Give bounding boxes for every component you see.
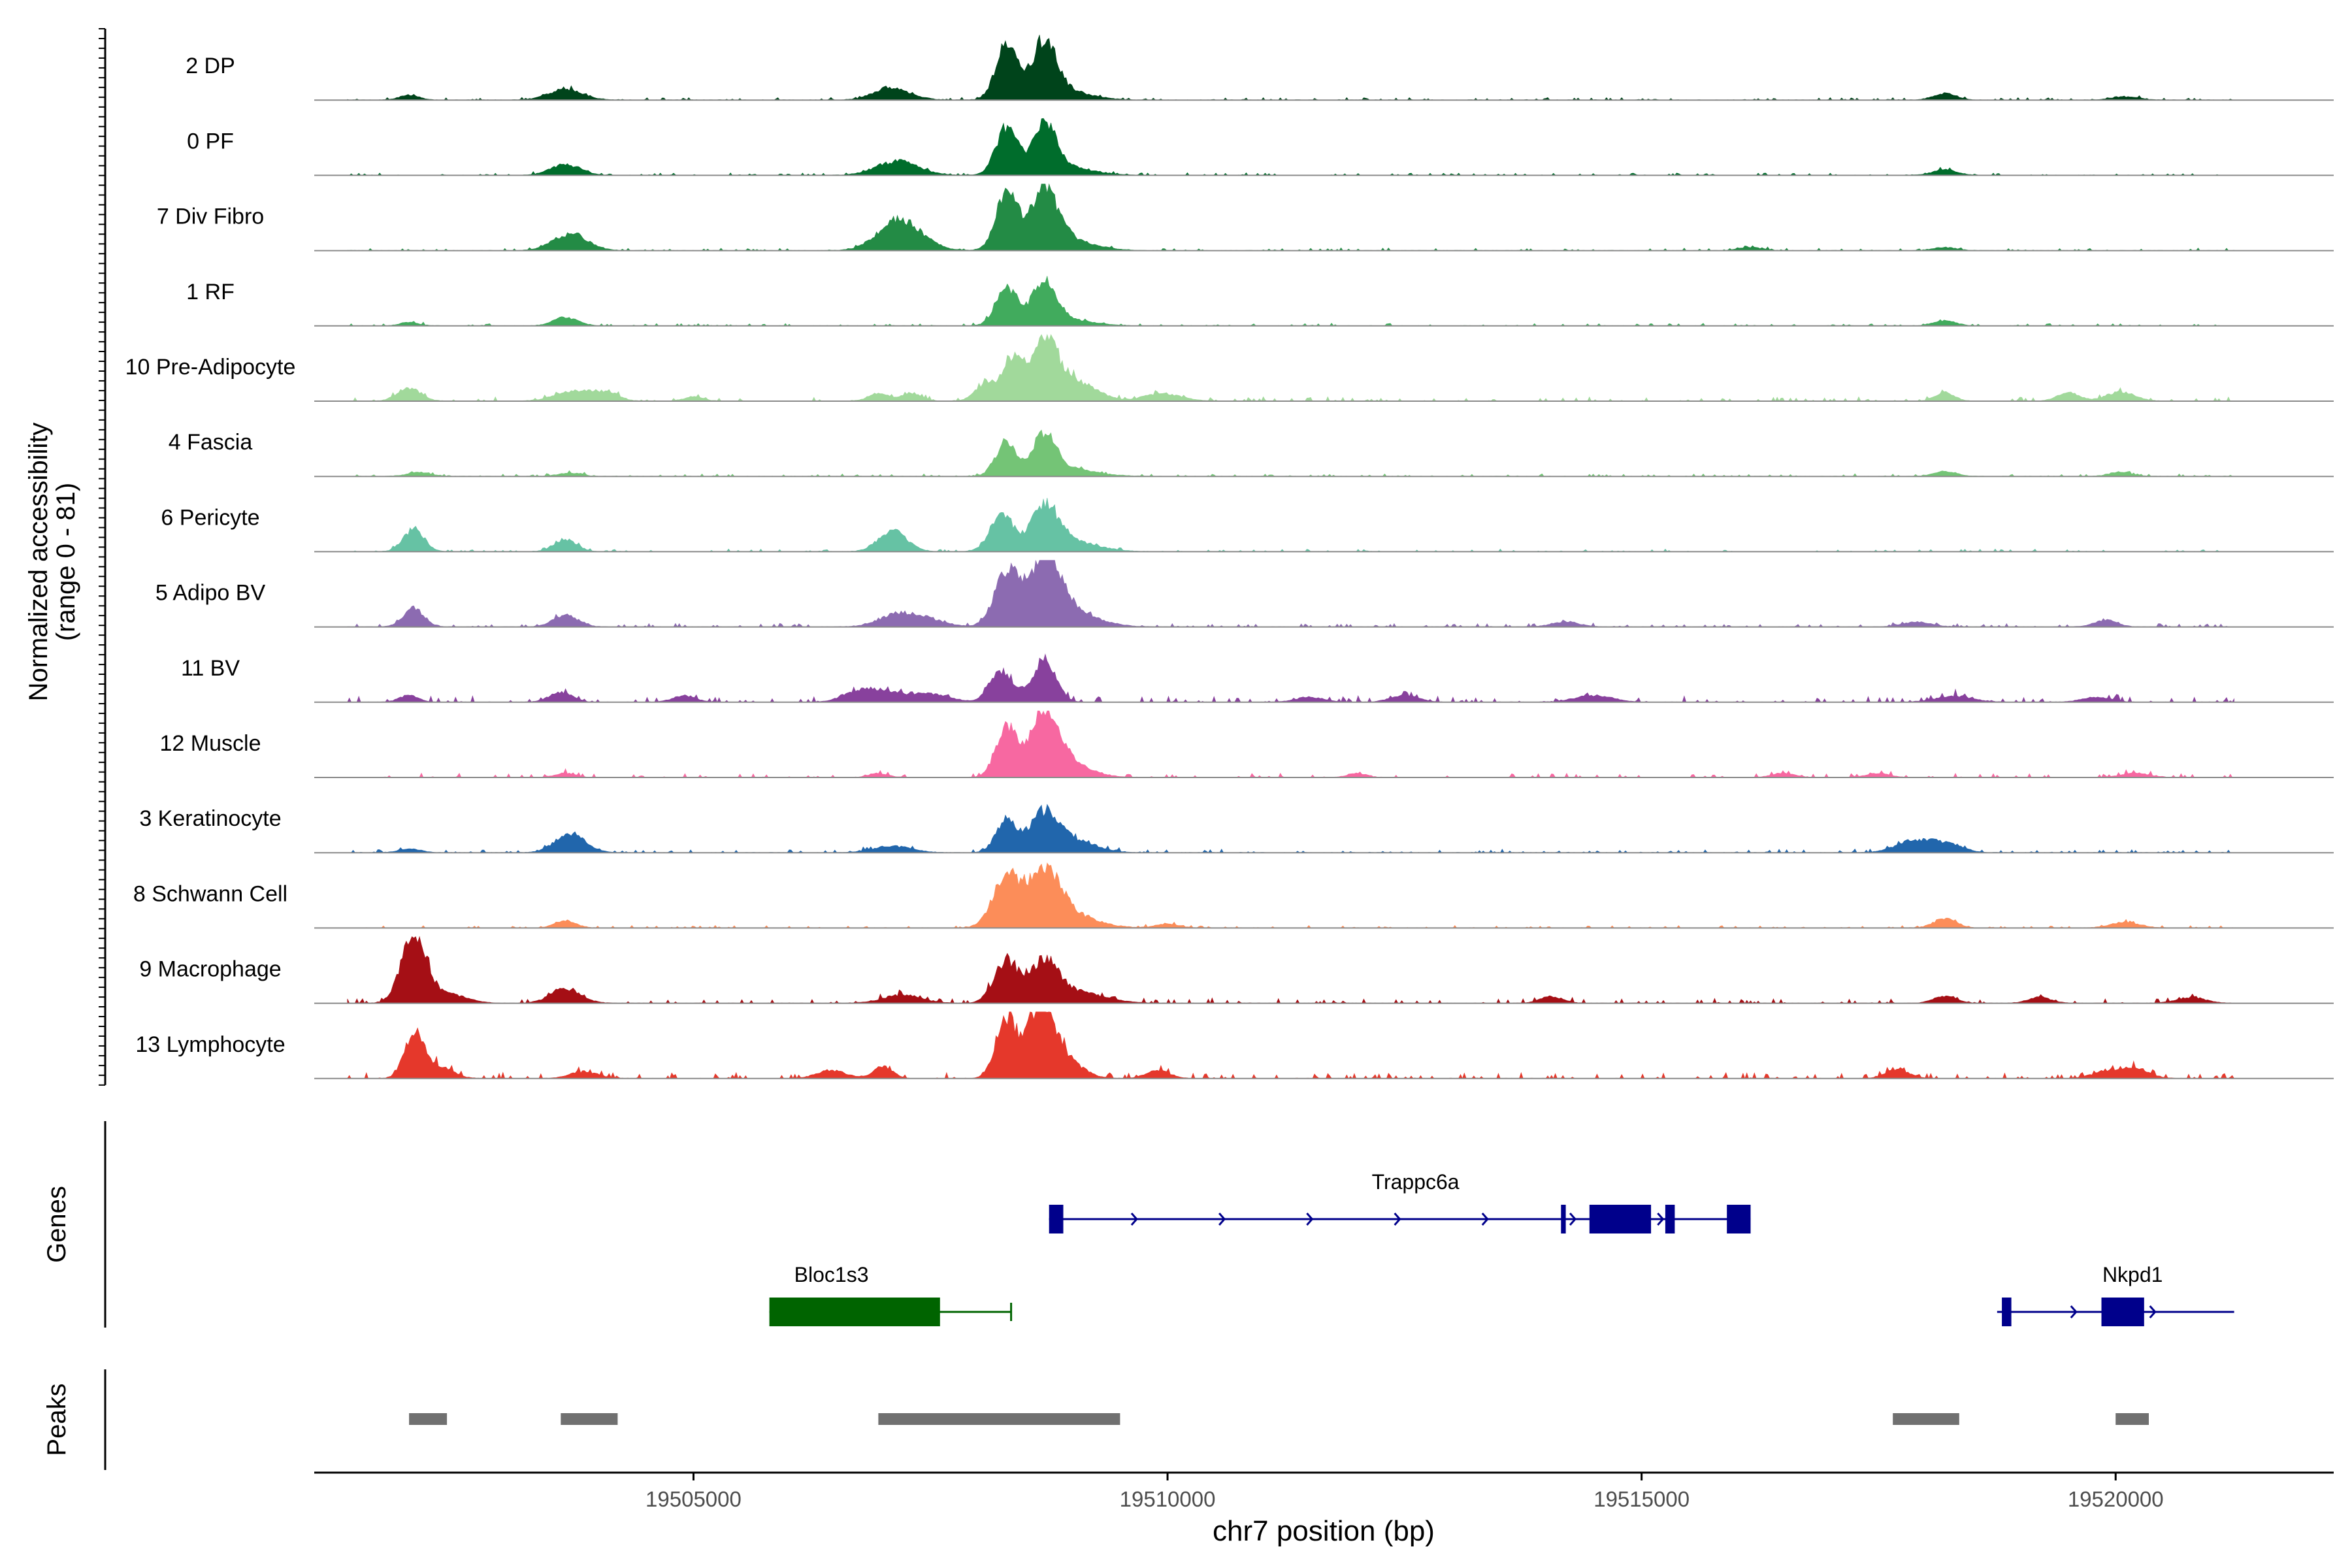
exon-block [1727,1205,1751,1233]
coverage-area [347,183,2234,251]
strand-arrow [2149,1305,2157,1318]
x-tick-label: 19520000 [2068,1487,2164,1511]
genes-panel: Trappc6a Bloc1s3 Nkpd1 [769,1170,2234,1326]
exon-block [2002,1298,2012,1326]
coverage-area [347,118,2234,176]
track-label: 7 Div Fibro [157,204,264,229]
track-label: 4 Fascia [169,430,253,455]
track-label: 0 PF [187,129,234,154]
strand-arrow [1218,1213,1226,1226]
x-tick-label: 19505000 [645,1487,742,1511]
strand-arrow [1569,1213,1577,1226]
track-label: 11 BV [181,656,240,681]
track-label: 8 Schwann Cell [133,881,287,906]
peak-region [1893,1413,1959,1425]
peak-region [878,1413,1120,1425]
coverage-area [347,710,2234,778]
x-axis-label: chr7 position (bp) [1213,1515,1435,1547]
coverage-area [347,497,2234,552]
exon-block [1561,1205,1566,1233]
gene-label: Bloc1s3 [794,1263,869,1286]
strand-arrow [1481,1213,1489,1226]
coverage-area [347,804,2234,853]
exon-block [1665,1205,1675,1233]
coverage-area [347,1011,2234,1079]
strand-arrow [1394,1213,1401,1226]
exon-block [1049,1205,1064,1233]
track-label: 3 Keratinocyte [139,806,281,831]
gene-label: Trappc6a [1372,1170,1460,1194]
coverage-area [347,276,2234,327]
y-axis [99,28,106,1086]
track-label: 12 Muscle [160,731,261,756]
peaks-panel [409,1413,2149,1425]
x-tick-label: 19515000 [1593,1487,1690,1511]
peak-region [409,1413,448,1425]
coverage-area [347,862,2234,928]
coverage-tracks: 2 DP 0 PF 7 Div Fibro 1 RF 10 Pre-Adipocyte 4… [125,35,2334,1079]
gene-label: Nkpd1 [2102,1263,2163,1286]
x-tick-label: 19510000 [1120,1487,1216,1511]
coverage-area [347,653,2234,703]
peaks-panel-label: Peaks [42,1383,71,1456]
coverage-area [347,35,2234,101]
coverage-area [347,560,2234,628]
track-label: 10 Pre-Adipocyte [125,355,296,380]
y-axis-label: Normalized accessibility [24,423,53,702]
coverage-area [347,429,2234,477]
strand-arrow [1130,1213,1138,1226]
coverage-area [347,333,2234,402]
strand-arrow [2070,1305,2078,1318]
y-axis-range-label: (range 0 - 81) [52,483,80,641]
exon-block [1589,1205,1652,1233]
peak-region [2115,1413,2149,1425]
track-label: 13 Lymphocyte [135,1032,285,1057]
track-label: 2 DP [186,54,235,78]
track-label: 5 Adipo BV [155,581,266,606]
track-label: 9 Macrophage [139,957,281,982]
exon-block [2101,1298,2144,1326]
track-label: 1 RF [186,280,235,304]
x-axis: 19505000 19510000 19515000 19520000 [645,1473,2164,1511]
track-label: 6 Pericyte [161,505,259,530]
genes-panel-label: Genes [42,1186,71,1263]
coverage-area [347,936,2234,1004]
peak-region [561,1413,618,1425]
strand-arrow [1657,1213,1665,1226]
exon-block [769,1298,940,1326]
strand-arrow [1306,1213,1314,1226]
